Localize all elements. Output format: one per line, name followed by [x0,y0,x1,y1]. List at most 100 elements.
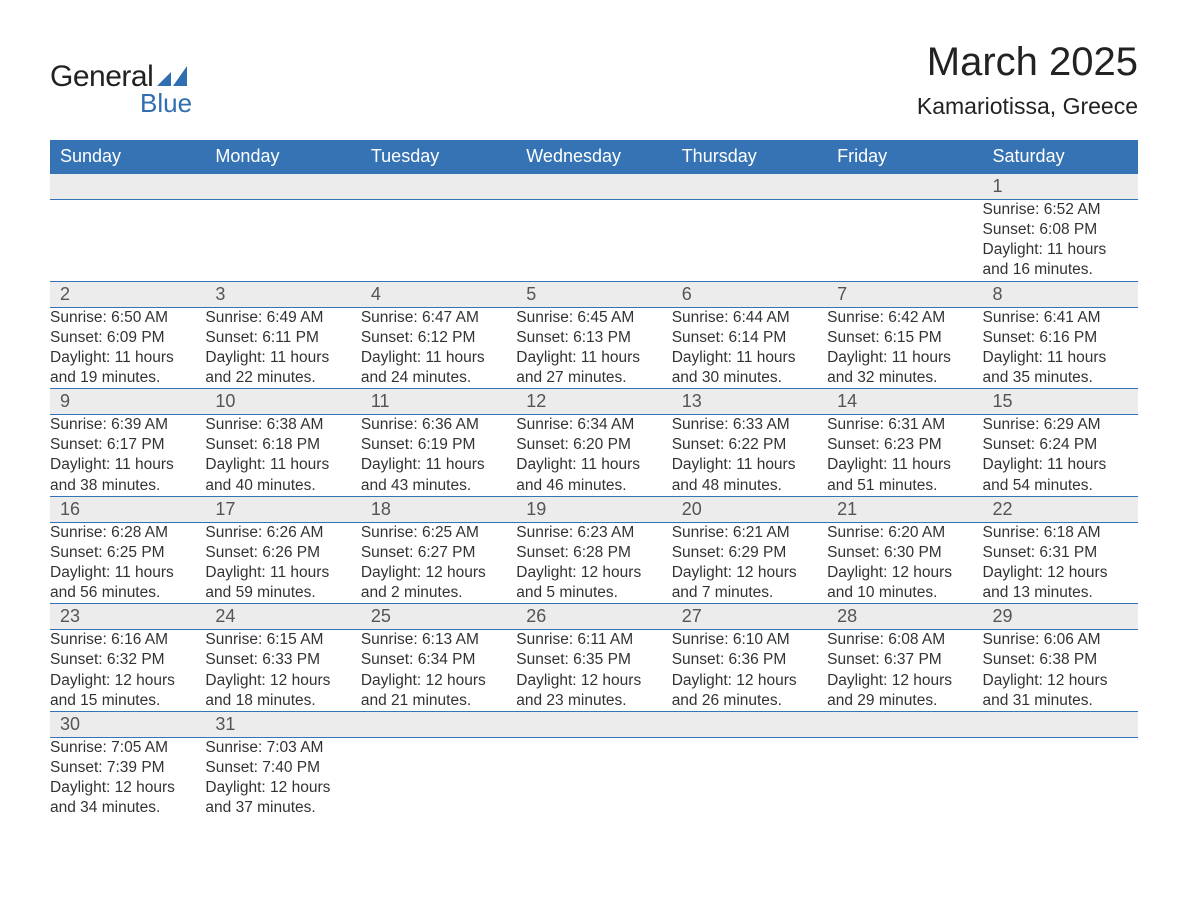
brand-word-blue: Blue [140,88,192,119]
day-detail-cell [983,737,1138,818]
daylight-text: and 26 minutes. [672,691,827,711]
daylight-text: Daylight: 12 hours [205,778,360,798]
daylight-text: and 23 minutes. [516,691,671,711]
day-detail-cell: Sunrise: 6:28 AMSunset: 6:25 PMDaylight:… [50,522,205,604]
daylight-text: and 48 minutes. [672,476,827,496]
daylight-text: and 7 minutes. [672,583,827,603]
detail-row: Sunrise: 6:50 AMSunset: 6:09 PMDaylight:… [50,307,1138,389]
brand-word-general: General [50,60,153,94]
sunset-text: Sunset: 6:08 PM [983,220,1138,240]
day-number-cell: 12 [516,389,671,415]
day-number-cell: 18 [361,496,516,522]
day-number-cell: 9 [50,389,205,415]
day-number-cell: 28 [827,604,982,630]
day-number: 3 [205,282,360,307]
day-detail-cell [672,737,827,818]
day-number: 27 [672,604,827,629]
daylight-text: and 43 minutes. [361,476,516,496]
day-number: 10 [205,389,360,414]
day-number-cell: 19 [516,496,671,522]
day-number-cell [361,711,516,737]
day-number: 8 [983,282,1138,307]
day-number-cell [827,174,982,200]
day-number: 7 [827,282,982,307]
day-number-cell: 22 [983,496,1138,522]
daynum-row: 9101112131415 [50,389,1138,415]
day-number-cell: 16 [50,496,205,522]
day-detail-cell: Sunrise: 6:49 AMSunset: 6:11 PMDaylight:… [205,307,360,389]
day-detail-cell: Sunrise: 6:06 AMSunset: 6:38 PMDaylight:… [983,630,1138,712]
day-detail-cell: Sunrise: 7:03 AMSunset: 7:40 PMDaylight:… [205,737,360,818]
sunset-text: Sunset: 6:09 PM [50,328,205,348]
day-detail-cell: Sunrise: 6:11 AMSunset: 6:35 PMDaylight:… [516,630,671,712]
day-number-cell [827,711,982,737]
day-number-cell [516,711,671,737]
sunset-text: Sunset: 6:30 PM [827,543,982,563]
day-number-cell [516,174,671,200]
daylight-text: Daylight: 11 hours [983,348,1138,368]
day-number-cell: 15 [983,389,1138,415]
day-number: 13 [672,389,827,414]
day-number-cell: 3 [205,281,360,307]
detail-row: Sunrise: 6:16 AMSunset: 6:32 PMDaylight:… [50,630,1138,712]
day-number: 4 [361,282,516,307]
day-number: 22 [983,497,1138,522]
day-detail-cell: Sunrise: 6:50 AMSunset: 6:09 PMDaylight:… [50,307,205,389]
sunrise-text: Sunrise: 6:36 AM [361,415,516,435]
daylight-text: Daylight: 11 hours [205,348,360,368]
sunrise-text: Sunrise: 6:49 AM [205,308,360,328]
day-detail-cell [672,200,827,282]
daylight-text: and 21 minutes. [361,691,516,711]
daylight-text: Daylight: 11 hours [361,348,516,368]
sunrise-text: Sunrise: 7:05 AM [50,738,205,758]
daylight-text: Daylight: 12 hours [361,671,516,691]
day-detail-cell: Sunrise: 7:05 AMSunset: 7:39 PMDaylight:… [50,737,205,818]
daylight-text: Daylight: 12 hours [516,671,671,691]
day-number: 2 [50,282,205,307]
day-detail-cell [205,200,360,282]
day-detail-cell: Sunrise: 6:52 AMSunset: 6:08 PMDaylight:… [983,200,1138,282]
day-detail-cell: Sunrise: 6:45 AMSunset: 6:13 PMDaylight:… [516,307,671,389]
daylight-text: Daylight: 11 hours [516,455,671,475]
sunrise-text: Sunrise: 6:47 AM [361,308,516,328]
day-number-cell [361,174,516,200]
weekday-header: Monday [205,140,360,174]
daynum-row: 2345678 [50,281,1138,307]
daylight-text: Daylight: 12 hours [983,563,1138,583]
day-number: 17 [205,497,360,522]
sunrise-text: Sunrise: 6:45 AM [516,308,671,328]
sunset-text: Sunset: 6:18 PM [205,435,360,455]
sunrise-text: Sunrise: 6:31 AM [827,415,982,435]
day-detail-cell: Sunrise: 6:29 AMSunset: 6:24 PMDaylight:… [983,415,1138,497]
daylight-text: and 51 minutes. [827,476,982,496]
sunrise-text: Sunrise: 6:25 AM [361,523,516,543]
daylight-text: Daylight: 11 hours [361,455,516,475]
month-title: March 2025 [917,40,1138,85]
sunrise-text: Sunrise: 6:13 AM [361,630,516,650]
weekday-header: Thursday [672,140,827,174]
sunset-text: Sunset: 6:32 PM [50,650,205,670]
day-detail-cell: Sunrise: 6:42 AMSunset: 6:15 PMDaylight:… [827,307,982,389]
daynum-row: 1 [50,174,1138,200]
day-detail-cell: Sunrise: 6:15 AMSunset: 6:33 PMDaylight:… [205,630,360,712]
daylight-text: Daylight: 11 hours [50,563,205,583]
title-block: March 2025 Kamariotissa, Greece [917,40,1138,120]
day-number-cell: 30 [50,711,205,737]
sunset-text: Sunset: 6:35 PM [516,650,671,670]
day-detail-cell: Sunrise: 6:16 AMSunset: 6:32 PMDaylight:… [50,630,205,712]
daylight-text: and 18 minutes. [205,691,360,711]
sunset-text: Sunset: 6:29 PM [672,543,827,563]
day-number-cell: 17 [205,496,360,522]
day-detail-cell: Sunrise: 6:47 AMSunset: 6:12 PMDaylight:… [361,307,516,389]
day-number: 9 [50,389,205,414]
day-number-cell [672,711,827,737]
day-number-cell: 21 [827,496,982,522]
daynum-row: 3031 [50,711,1138,737]
daylight-text: Daylight: 11 hours [672,455,827,475]
day-detail-cell: Sunrise: 6:21 AMSunset: 6:29 PMDaylight:… [672,522,827,604]
day-detail-cell: Sunrise: 6:36 AMSunset: 6:19 PMDaylight:… [361,415,516,497]
day-number: 14 [827,389,982,414]
day-number-cell: 5 [516,281,671,307]
sunset-text: Sunset: 6:19 PM [361,435,516,455]
sunrise-text: Sunrise: 6:10 AM [672,630,827,650]
